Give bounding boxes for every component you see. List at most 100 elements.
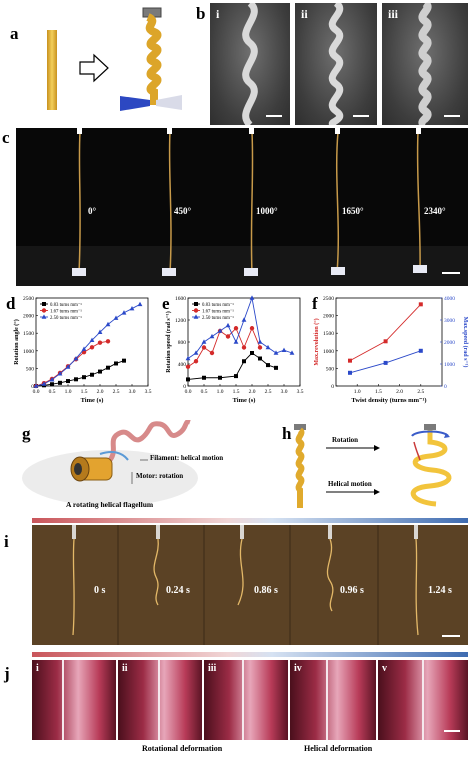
data-point (383, 339, 388, 344)
series-line (35, 340, 109, 387)
y-right-tick-label: 2000 (444, 340, 455, 346)
plot-frame (35, 297, 149, 387)
helical-deformation-label: Helical deformation (304, 744, 373, 753)
panel-label-c: c (2, 128, 10, 147)
y-tick-label: 1500 (323, 331, 334, 337)
data-point (266, 363, 270, 368)
y-tick-label: 1000 (23, 349, 34, 355)
bottom-paddle-right (156, 95, 182, 110)
straight-fiber (47, 30, 57, 110)
data-point (57, 371, 63, 376)
panel-label-b: b (196, 4, 206, 23)
panel-j-image-ii: ii (118, 660, 202, 740)
subpanel-label-iv: iv (294, 663, 302, 674)
data-point (193, 314, 199, 319)
x-axis-label: Twist density (turns mm⁻¹) (351, 397, 426, 404)
data-point (249, 326, 255, 331)
x-tick-label: 1.5 (375, 389, 382, 395)
data-point (202, 375, 206, 380)
y-tick-label: 1000 (323, 349, 334, 355)
data-point (289, 350, 295, 355)
data-point (217, 328, 223, 333)
data-point (137, 301, 143, 307)
data-point (241, 345, 247, 350)
data-point (193, 350, 199, 355)
x-tick-label: 2.5 (113, 389, 120, 395)
data-point (73, 355, 79, 361)
time-label: 1.24 s (428, 585, 452, 596)
x-tick-label: 0.5 (49, 389, 56, 395)
y-axis-label: Rotation angle (°) (13, 319, 20, 364)
x-tick-label: 1.5 (81, 389, 88, 395)
subpanel-label-iii: iii (208, 663, 217, 674)
subpanel-label-v: v (382, 663, 387, 674)
scale-bar (444, 115, 460, 117)
x-tick-label: 2.0 (396, 389, 403, 395)
data-point (218, 375, 222, 380)
data-point (209, 350, 215, 356)
data-point (81, 346, 87, 351)
y-tick-label: 2500 (323, 296, 334, 302)
data-point (186, 377, 190, 382)
x-tick-label: 3.0 (281, 389, 288, 395)
y-right-tick-label: 3000 (444, 318, 455, 324)
data-point (129, 305, 135, 311)
rotation-arrow-icon (99, 451, 129, 461)
x-tick-label: 2.0 (97, 389, 104, 395)
series-line (187, 327, 261, 368)
twisted-fiber (145, 13, 162, 105)
data-point (97, 340, 103, 345)
panel-c-sequence: 0° 450° 1000° 1650° 2340° (16, 128, 468, 286)
data-point (274, 365, 278, 370)
data-point (97, 329, 103, 334)
y-tick-label: 400 (178, 362, 187, 368)
data-point (201, 339, 207, 344)
legend-label: 1.67 turns mm⁻¹ (50, 309, 82, 315)
fiber-twisting-diagram (47, 7, 182, 111)
panel-j-image-iii: iii (204, 660, 288, 740)
data-point (58, 380, 62, 385)
y-tick-label: 2000 (323, 314, 334, 320)
data-point (418, 302, 423, 307)
data-point (257, 345, 263, 350)
panel-label-i: i (4, 532, 9, 551)
data-point (347, 358, 352, 363)
data-point (66, 379, 70, 384)
data-point (185, 355, 191, 361)
data-point (242, 359, 246, 364)
data-point (90, 372, 94, 377)
y-right-axis-label: Max.speed (rad s⁻¹) (462, 317, 469, 368)
y-axis-label: Rotation speed (rad s⁻¹) (165, 311, 172, 372)
y-tick-label: 0 (183, 384, 186, 390)
sem-label-i: i (216, 7, 220, 21)
bottom-paddle (120, 96, 150, 111)
sem-image-i: i (210, 3, 290, 125)
angle-label: 1000° (256, 206, 278, 216)
scale-bar (353, 115, 369, 117)
data-point (89, 337, 95, 343)
data-point (273, 350, 279, 355)
x-tick-label: 0.0 (33, 389, 40, 395)
x-axis-label: Time (s) (233, 397, 256, 404)
data-point (241, 317, 247, 322)
chart-d-rotation-angle: 0.0 0.5 1.0 1.5 2.0 2.5 3.0 3.5 0 500 1000 1500 2000… (13, 296, 152, 404)
data-point (33, 383, 39, 388)
panel-j-gradient-bar (32, 652, 468, 657)
y-tick-label: 2500 (23, 296, 34, 302)
y-tick-label: 1500 (23, 331, 34, 337)
chart-e-rotation-speed: 0.0 0.5 1.0 1.5 2.0 2.5 3.0 3.5 0 400 800 1200 1600 T… (165, 295, 304, 404)
data-point (122, 358, 126, 363)
y-tick-label: 500 (26, 366, 35, 372)
panel-i-gradient-bar (32, 518, 468, 523)
data-point (193, 359, 199, 364)
y-tick-label: 0 (331, 384, 334, 390)
data-point (347, 370, 352, 375)
panel-i-sequence: 0 s 0.24 s 0.86 s 0.96 s 1.24 s (32, 525, 468, 645)
data-point (106, 365, 110, 370)
data-point (258, 356, 262, 361)
legend-label: 1.67 turns mm⁻¹ (202, 309, 234, 315)
sem-label-ii: ii (301, 7, 308, 21)
time-label: 0 s (94, 585, 106, 596)
data-point (225, 322, 231, 328)
angle-label: 2340° (424, 206, 446, 216)
